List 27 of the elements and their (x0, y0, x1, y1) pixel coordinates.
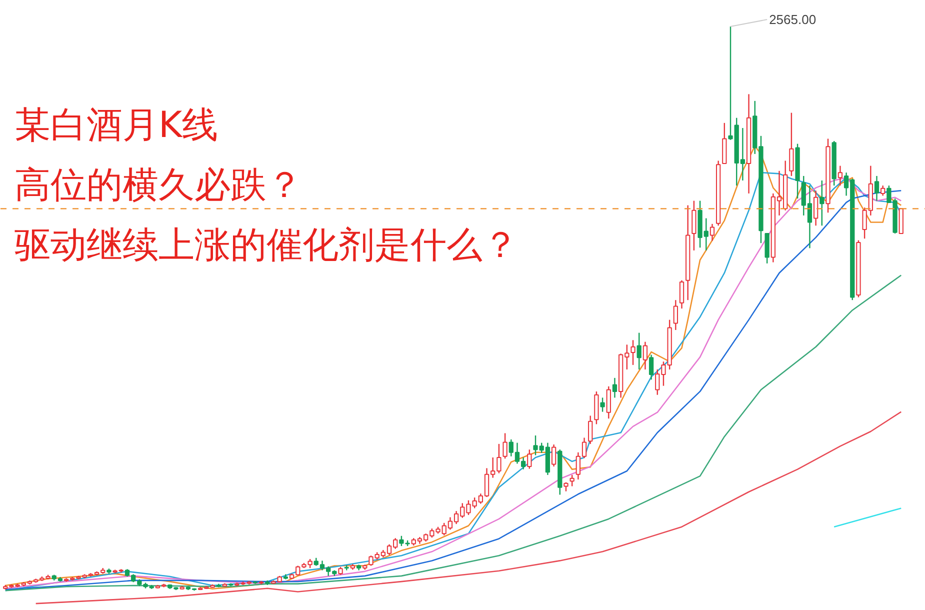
candlestick (564, 482, 568, 492)
candlestick (673, 299, 678, 331)
candlestick (612, 377, 618, 398)
candlestick (606, 386, 611, 420)
text: 某白酒月K线 (14, 105, 218, 146)
candlestick (679, 280, 684, 310)
candlestick (527, 448, 532, 470)
candlestick (630, 340, 636, 366)
candlestick (710, 223, 715, 242)
annotation: 2565.00 (769, 12, 816, 28)
candlestick (570, 474, 574, 487)
candlestick (874, 175, 880, 202)
candlestick (636, 332, 642, 370)
candlestick (838, 165, 843, 186)
candlestick (764, 232, 770, 264)
candlestick (642, 341, 648, 370)
candlestick (648, 354, 654, 380)
text: 高位的横久必跌？驱动继续上涨的催化剂是什么？ (14, 165, 518, 266)
candlestick (789, 112, 794, 177)
candlestick (551, 444, 556, 468)
candlestick (600, 397, 605, 412)
candlestick (880, 184, 886, 196)
candlestick (502, 432, 508, 460)
candlestick (813, 190, 818, 226)
candlestick (692, 200, 696, 252)
candlestick (820, 180, 824, 226)
candlestick (588, 415, 593, 445)
